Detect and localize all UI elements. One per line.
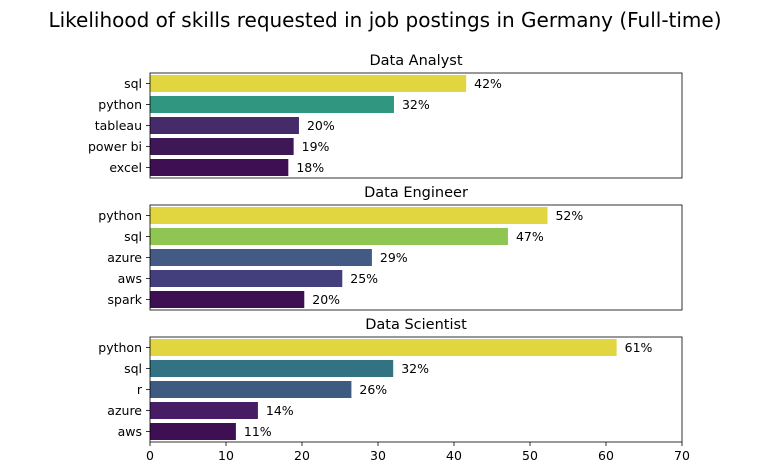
panel-1: Data Engineer python 52% sql 47% azure 29% aws 2… (98, 185, 683, 311)
chart-title: Likelihood of skills requested in job po… (48, 8, 721, 32)
y-tick-label: sql (124, 76, 142, 91)
bar (150, 270, 343, 287)
panel-frame (149, 336, 683, 443)
bar (150, 423, 236, 440)
data-label: 14% (266, 403, 294, 418)
y-tick-label: spark (108, 292, 143, 307)
y-tick-label: python (98, 340, 142, 355)
x-axis: 0 10 20 30 40 50 60 70 (146, 442, 690, 463)
data-label: 52% (555, 208, 583, 223)
bar (150, 402, 258, 419)
x-tick-label: 30 (370, 448, 386, 463)
bar (150, 207, 548, 224)
y-tick-label: sql (124, 229, 142, 244)
y-tick-label: python (98, 97, 142, 112)
data-label: 25% (350, 271, 378, 286)
chart-panels: Data Analyst sql 42% python 32% tableau 20% pow… (88, 53, 683, 443)
data-label: 47% (516, 229, 544, 244)
data-label: 32% (401, 361, 429, 376)
data-label: 29% (380, 250, 408, 265)
x-tick-label: 50 (522, 448, 538, 463)
bar (150, 138, 294, 155)
data-label: 32% (402, 97, 430, 112)
x-tick-label: 40 (446, 448, 462, 463)
bar (150, 159, 289, 176)
data-label: 26% (359, 382, 387, 397)
y-tick-label: azure (107, 250, 142, 265)
panel-title: Data Analyst (369, 53, 462, 69)
y-tick-label: sql (124, 361, 142, 376)
bar (150, 339, 617, 356)
x-tick-label: 0 (146, 448, 154, 463)
data-label: 42% (474, 76, 502, 91)
bar (150, 381, 352, 398)
x-tick-label: 60 (598, 448, 614, 463)
panel-2: Data Scientist python 61% sql 32% r 26% azure 14… (98, 317, 683, 443)
data-label: 11% (244, 424, 272, 439)
y-tick-label: python (98, 208, 142, 223)
y-tick-label: r (137, 382, 143, 397)
bar (150, 249, 372, 266)
bar (150, 291, 305, 308)
data-label: 61% (625, 340, 653, 355)
x-tick-label: 20 (294, 448, 310, 463)
y-tick-label: power bi (88, 139, 142, 154)
y-tick-label: aws (118, 271, 142, 286)
bar (150, 228, 508, 245)
y-tick-label: excel (109, 160, 142, 175)
panel-frame (149, 72, 683, 179)
panel-title: Data Scientist (365, 317, 467, 333)
x-tick-label: 70 (674, 448, 690, 463)
y-tick-label: tableau (95, 118, 142, 133)
y-tick-label: azure (107, 403, 142, 418)
data-label: 18% (296, 160, 324, 175)
x-tick-label: 10 (218, 448, 234, 463)
panel-frame (149, 204, 683, 311)
panel-title: Data Engineer (364, 185, 468, 201)
bar (150, 75, 467, 92)
panel-0: Data Analyst sql 42% python 32% tableau 20% pow… (88, 53, 683, 179)
bar (150, 360, 394, 377)
data-label: 20% (312, 292, 340, 307)
bar (150, 96, 394, 113)
data-label: 19% (302, 139, 330, 154)
data-label: 20% (307, 118, 335, 133)
bar (150, 117, 299, 134)
y-tick-label: aws (118, 424, 142, 439)
